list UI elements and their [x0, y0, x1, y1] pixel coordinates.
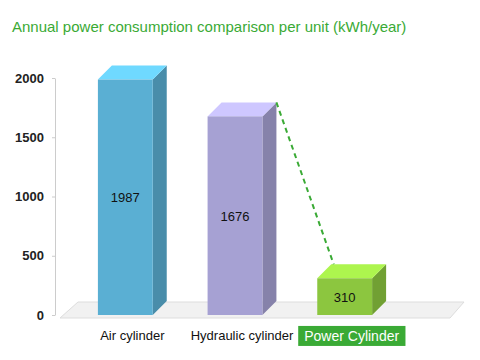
- x-tick-label: Hydraulic cylinder: [191, 328, 294, 343]
- y-axis: 0 500 1000 1500 2000: [15, 71, 55, 323]
- bar-side-face: [153, 66, 167, 315]
- y-tick-mark: [52, 256, 55, 257]
- y-tick: 500: [22, 248, 55, 263]
- bar-3d: [98, 66, 167, 315]
- y-tick: 0: [37, 308, 55, 323]
- y-tick-label: 0: [37, 308, 44, 323]
- y-tick-mark: [52, 197, 55, 198]
- y-tick-mark: [52, 78, 55, 79]
- y-tick-mark: [52, 137, 55, 138]
- y-tick-mark: [52, 315, 55, 316]
- y-tick-label: 500: [22, 248, 44, 263]
- bar-3d: [317, 264, 386, 315]
- x-tick-label: Air cylinder: [100, 328, 165, 343]
- x-tick: Air cylinder: [100, 328, 165, 343]
- y-tick: 2000: [15, 71, 55, 86]
- bar: [208, 116, 263, 315]
- bar-top-face: [208, 102, 277, 116]
- bar: [98, 80, 153, 315]
- bar: [317, 278, 372, 315]
- data-label: 1987: [111, 190, 140, 205]
- x-tick-label: Power Cylinder: [304, 328, 399, 344]
- y-tick: 1000: [15, 189, 55, 204]
- chart-container: Annual power consumption comparison per …: [0, 0, 480, 360]
- y-tick-label: 1000: [15, 189, 44, 204]
- highlight-label-bg: [298, 326, 405, 346]
- y-tick: 1500: [15, 130, 55, 145]
- y-tick-label: 2000: [15, 71, 44, 86]
- chart-title: Annual power consumption comparison per …: [12, 18, 406, 35]
- data-label: 310: [334, 290, 356, 305]
- bar-top-face: [98, 66, 167, 80]
- bars: [98, 66, 386, 315]
- x-tick: Hydraulic cylinder: [191, 328, 294, 343]
- bar-3d: [208, 102, 277, 315]
- bar-side-face: [262, 102, 276, 315]
- data-label: 1676: [221, 209, 250, 224]
- reduction-connector: [276, 102, 333, 264]
- y-tick-label: 1500: [15, 130, 44, 145]
- data-labels: 1987 1676 310: [111, 190, 356, 304]
- chart-svg: Annual power consumption comparison per …: [0, 0, 480, 360]
- y-axis-line: [55, 79, 56, 316]
- bar-top-face: [317, 264, 386, 278]
- x-axis: Air cylinder Hydraulic cylinder Power Cyli…: [100, 326, 405, 346]
- x-tick: Power Cylinder: [298, 326, 405, 346]
